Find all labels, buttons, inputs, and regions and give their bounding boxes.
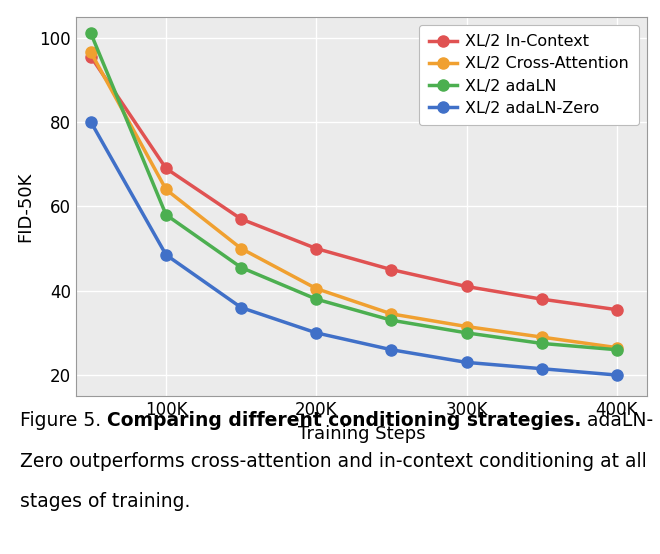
XL/2 adaLN-Zero	[538, 366, 546, 372]
XL/2 adaLN	[237, 264, 245, 271]
XL/2 Cross-Attention	[87, 49, 95, 56]
XL/2 In-Context	[312, 245, 320, 252]
XL/2 adaLN	[87, 30, 95, 37]
X-axis label: Training Steps: Training Steps	[298, 424, 425, 443]
Text: Figure 5.: Figure 5.	[20, 411, 107, 430]
XL/2 In-Context	[463, 283, 471, 290]
XL/2 adaLN	[162, 212, 170, 218]
Line: XL/2 In-Context: XL/2 In-Context	[85, 51, 622, 315]
XL/2 adaLN	[463, 330, 471, 336]
XL/2 In-Context	[538, 296, 546, 302]
Text: Zero outperforms cross-attention and in-context conditioning at all: Zero outperforms cross-attention and in-…	[20, 452, 647, 470]
XL/2 In-Context	[387, 266, 395, 273]
Line: XL/2 adaLN: XL/2 adaLN	[85, 28, 622, 355]
Line: XL/2 Cross-Attention: XL/2 Cross-Attention	[85, 47, 622, 353]
XL/2 Cross-Attention	[237, 245, 245, 252]
Text: Comparing different conditioning strategies.: Comparing different conditioning strateg…	[107, 411, 581, 430]
XL/2 adaLN	[387, 317, 395, 324]
XL/2 Cross-Attention	[538, 334, 546, 340]
XL/2 adaLN	[538, 340, 546, 347]
XL/2 Cross-Attention	[387, 311, 395, 317]
XL/2 Cross-Attention	[162, 186, 170, 193]
XL/2 Cross-Attention	[463, 323, 471, 330]
XL/2 In-Context	[237, 216, 245, 222]
XL/2 In-Context	[87, 53, 95, 60]
XL/2 Cross-Attention	[312, 285, 320, 292]
XL/2 adaLN	[612, 346, 620, 353]
XL/2 In-Context	[612, 306, 620, 313]
Legend: XL/2 In-Context, XL/2 Cross-Attention, XL/2 adaLN, XL/2 adaLN-Zero: XL/2 In-Context, XL/2 Cross-Attention, X…	[419, 24, 639, 125]
XL/2 adaLN-Zero	[312, 330, 320, 336]
XL/2 adaLN-Zero	[87, 119, 95, 125]
Line: XL/2 adaLN-Zero: XL/2 adaLN-Zero	[85, 116, 622, 381]
XL/2 adaLN-Zero	[387, 346, 395, 353]
XL/2 adaLN-Zero	[237, 304, 245, 311]
XL/2 adaLN-Zero	[463, 359, 471, 366]
XL/2 In-Context	[162, 165, 170, 172]
Text: adaLN-: adaLN-	[581, 411, 653, 430]
Text: stages of training.: stages of training.	[20, 492, 190, 511]
XL/2 Cross-Attention	[612, 344, 620, 351]
XL/2 adaLN-Zero	[612, 372, 620, 378]
XL/2 adaLN-Zero	[162, 252, 170, 258]
Y-axis label: FID-50K: FID-50K	[16, 171, 34, 242]
XL/2 adaLN	[312, 296, 320, 302]
